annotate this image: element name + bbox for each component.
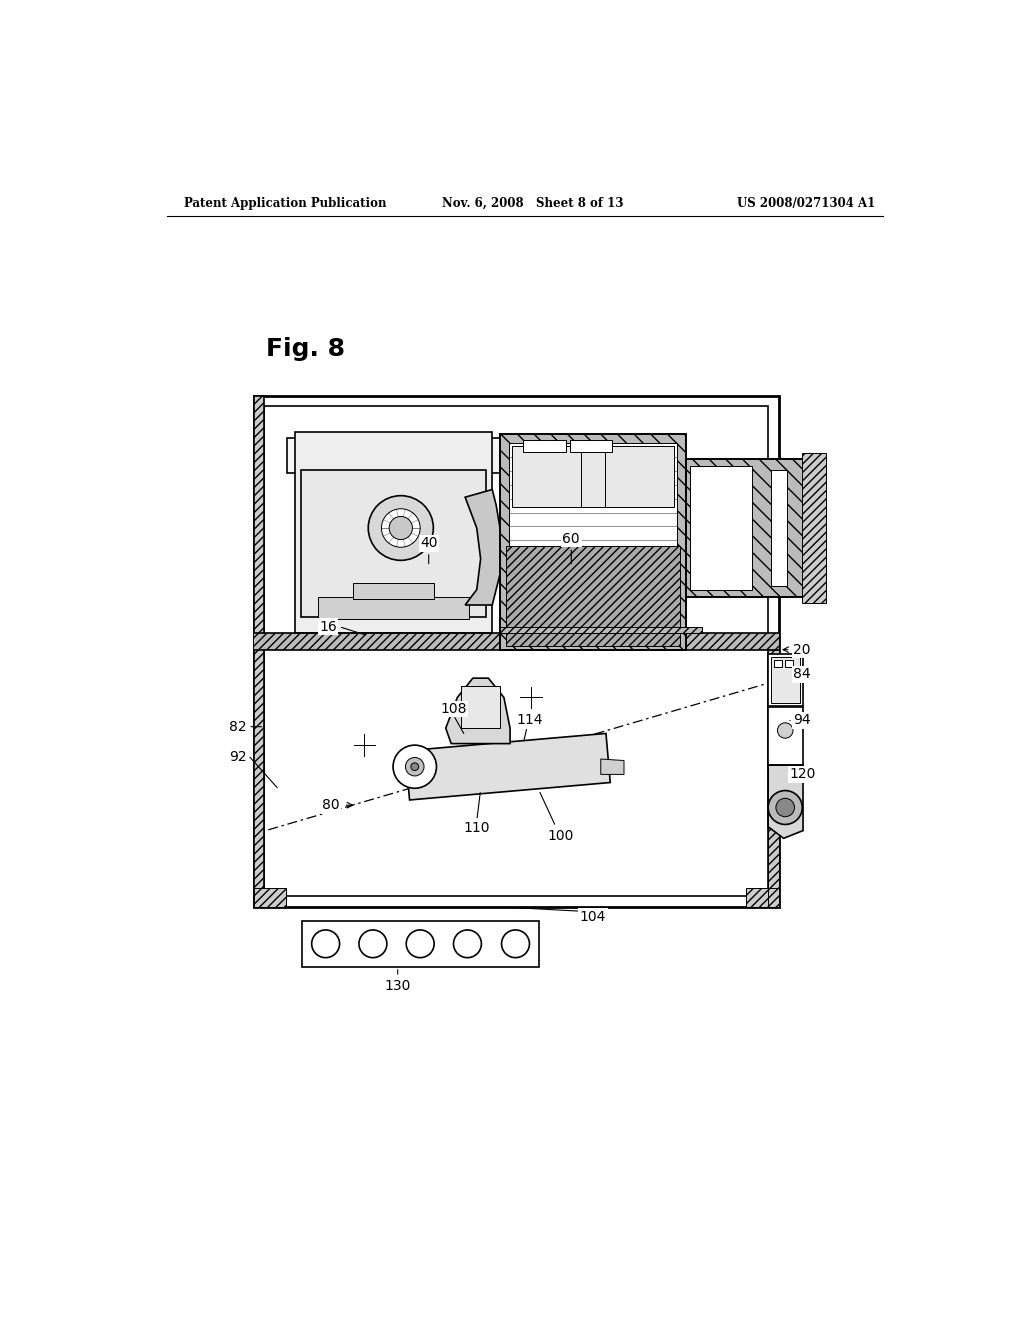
Bar — [509, 444, 677, 552]
Text: 84: 84 — [794, 668, 811, 681]
Bar — [746, 888, 779, 907]
Circle shape — [502, 929, 529, 958]
Circle shape — [776, 799, 795, 817]
Polygon shape — [465, 490, 500, 605]
Circle shape — [407, 929, 434, 958]
Text: 120: 120 — [790, 767, 815, 781]
Text: 20: 20 — [794, 643, 811, 656]
Bar — [461, 686, 500, 729]
Bar — [768, 653, 803, 706]
Bar — [254, 396, 264, 907]
Circle shape — [311, 929, 340, 958]
Bar — [686, 459, 825, 597]
Bar — [352, 583, 434, 599]
Bar — [287, 438, 531, 473]
Bar — [512, 446, 675, 507]
Text: 104: 104 — [580, 909, 606, 924]
Text: 94: 94 — [794, 714, 811, 727]
Bar — [802, 453, 825, 603]
Bar — [746, 888, 779, 907]
Circle shape — [768, 791, 802, 825]
Polygon shape — [601, 759, 624, 775]
Bar — [317, 597, 469, 619]
Bar — [768, 708, 803, 766]
Circle shape — [389, 516, 413, 540]
Bar — [500, 434, 686, 649]
Circle shape — [454, 929, 481, 958]
Bar — [771, 656, 800, 702]
Bar — [500, 434, 686, 649]
Text: 114: 114 — [516, 714, 543, 727]
Circle shape — [406, 758, 424, 776]
Text: Patent Application Publication: Patent Application Publication — [183, 197, 386, 210]
Bar — [500, 627, 701, 632]
Bar — [523, 441, 566, 451]
Bar — [254, 396, 779, 907]
Circle shape — [381, 508, 420, 548]
Bar — [254, 888, 286, 907]
Circle shape — [393, 744, 436, 788]
Text: 40: 40 — [420, 536, 437, 550]
Text: 16: 16 — [319, 619, 337, 634]
Circle shape — [369, 495, 433, 560]
Text: 110: 110 — [464, 821, 490, 836]
Circle shape — [411, 763, 419, 771]
Bar — [254, 396, 264, 907]
Bar — [254, 888, 286, 907]
Text: 92: 92 — [229, 751, 247, 764]
Bar — [301, 470, 486, 618]
Bar — [254, 632, 779, 649]
Bar — [686, 459, 825, 597]
Bar — [768, 649, 779, 907]
Bar — [506, 545, 680, 645]
Bar — [768, 649, 779, 907]
Bar — [774, 660, 782, 668]
Text: 82: 82 — [229, 719, 247, 734]
Polygon shape — [445, 678, 510, 743]
Text: 108: 108 — [440, 702, 467, 715]
Text: Nov. 6, 2008   Sheet 8 of 13: Nov. 6, 2008 Sheet 8 of 13 — [441, 197, 624, 210]
Bar — [690, 466, 752, 590]
Bar — [302, 921, 539, 966]
Bar — [295, 432, 493, 632]
Text: 130: 130 — [385, 979, 411, 993]
Text: 60: 60 — [562, 532, 581, 545]
Bar — [264, 407, 768, 896]
Text: Fig. 8: Fig. 8 — [266, 338, 345, 362]
Circle shape — [777, 723, 793, 738]
Polygon shape — [768, 766, 803, 838]
Text: 100: 100 — [547, 829, 573, 843]
Text: 80: 80 — [323, 799, 340, 812]
Bar — [569, 441, 612, 451]
Bar — [406, 734, 610, 800]
Circle shape — [359, 929, 387, 958]
Bar — [785, 660, 793, 668]
Bar — [771, 470, 786, 586]
Text: US 2008/0271304 A1: US 2008/0271304 A1 — [737, 197, 876, 210]
